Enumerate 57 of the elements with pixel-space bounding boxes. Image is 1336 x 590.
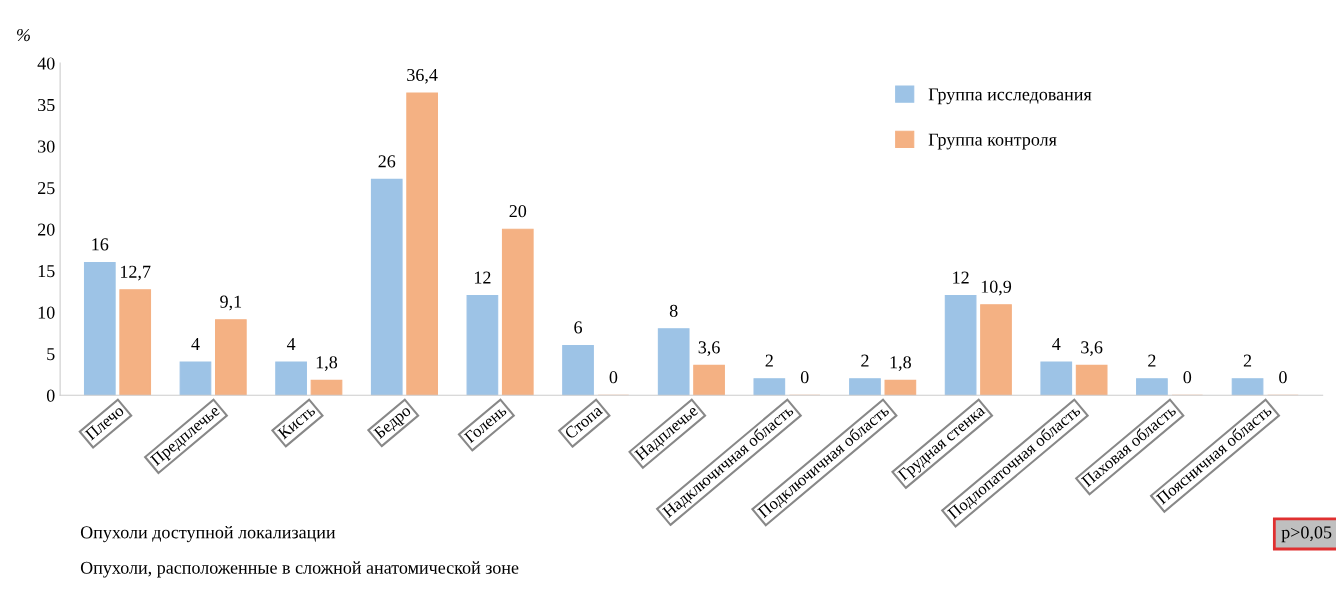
data-label: 12,7 [120,265,151,281]
data-label: 2 [861,354,869,367]
bar [753,378,786,396]
data-label: 8 [669,304,678,317]
y-tick-label: 5 [47,348,55,361]
data-label: 4 [191,338,200,350]
bar [1231,378,1264,396]
y-tick-label: 10 [38,306,55,319]
bar [501,228,534,396]
data-label: 26 [378,155,396,168]
y-axis-title: % [16,28,30,42]
bar [1040,361,1073,396]
bar [1075,364,1108,396]
y-tick-label: 20 [38,223,55,236]
data-label: 4 [1052,338,1061,350]
bar [1136,378,1168,396]
data-label: 0 [1183,371,1192,384]
y-tick-label: 30 [38,140,55,153]
text: Опухоли, расположенные в сложной анатомической зоне [80,561,519,578]
legend-label: Группа контроля [928,133,1057,150]
y-tick-label: 25 [38,182,55,195]
bar [119,289,152,396]
data-label: 36,4 [407,68,438,84]
data-label: 1,8 [316,356,338,371]
data-label: 0 [609,371,618,384]
text: Опухоли доступной локализации [80,525,336,543]
data-label: 12 [474,271,491,284]
bar [179,361,212,396]
data-label: 0 [1279,371,1287,384]
data-label: 1,8 [890,356,911,371]
bar [214,319,247,396]
legend-label: Группа исследования [928,88,1092,105]
data-label: 12 [953,271,969,284]
bar [944,295,977,396]
bar [884,379,917,396]
bar [310,379,343,396]
bar [693,364,725,396]
data-label: 2 [1148,354,1156,367]
data-label: 2 [765,354,773,367]
text: p>0,05 [1281,526,1332,543]
y-tick-label: 0 [46,389,55,402]
y-tick-label: 40 [37,57,55,70]
data-label: 6 [574,321,583,334]
data-label: 0 [800,371,809,384]
data-label: 3,6 [1081,341,1103,356]
y-tick-label: 35 [38,98,55,112]
bar [980,304,1012,396]
data-label: 3,6 [698,341,720,356]
data-label: 10,9 [981,280,1012,296]
bar [849,378,881,396]
data-label: 16 [92,238,109,251]
y-tick-label: 15 [38,265,55,278]
data-label: 9,1 [220,295,242,311]
data-label: 2 [1243,354,1252,367]
data-label: 4 [286,338,296,350]
data-label: 20 [509,205,527,218]
bar [406,92,438,396]
